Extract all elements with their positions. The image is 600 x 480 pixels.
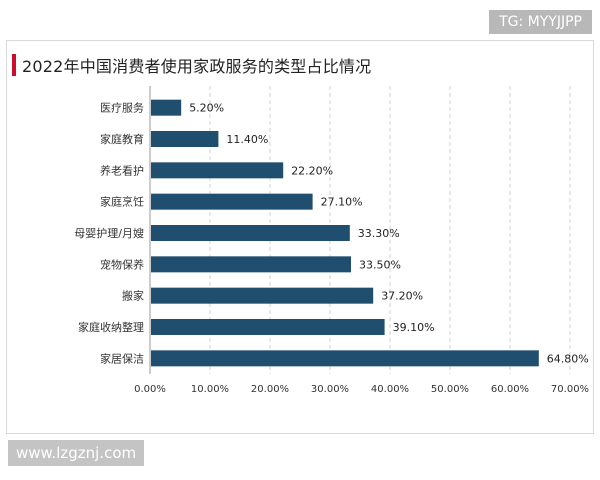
- watermark-bottom: www.lzgznj.com: [8, 440, 145, 466]
- x-tick-label: 70.00%: [551, 384, 589, 395]
- bar: [151, 131, 219, 147]
- value-label: 39.10%: [393, 321, 435, 334]
- category-label: 搬家: [122, 289, 144, 303]
- x-tick-label: 60.00%: [491, 384, 529, 395]
- category-label: 家庭收纳整理: [78, 320, 144, 334]
- category-label: 医疗服务: [100, 101, 144, 115]
- chart-title: 2022年中国消费者使用家政服务的类型占比情况: [22, 57, 372, 76]
- category-label: 家庭烹饪: [100, 195, 144, 209]
- title-accent-bar: [12, 54, 16, 76]
- x-tick-label: 20.00%: [251, 384, 289, 395]
- bar: [151, 193, 313, 210]
- x-tick-label: 50.00%: [431, 384, 469, 395]
- category-label: 家居保洁: [100, 351, 144, 365]
- category-label: 母婴护理/月嫂: [74, 226, 144, 240]
- value-label: 11.40%: [226, 133, 268, 146]
- x-tick-label: 30.00%: [311, 384, 349, 395]
- x-tick-label: 40.00%: [371, 384, 409, 395]
- value-label: 33.50%: [359, 258, 401, 271]
- bar: [151, 287, 374, 304]
- value-label: 64.80%: [547, 352, 589, 365]
- bar: [151, 162, 284, 179]
- category-label: 养老看护: [100, 163, 144, 177]
- x-tick-label: 10.00%: [191, 384, 229, 395]
- value-label: 22.20%: [291, 164, 333, 177]
- bar: [151, 319, 385, 335]
- bar: [151, 225, 350, 241]
- bar: [151, 256, 351, 273]
- x-tick-label: 0.00%: [134, 384, 166, 395]
- value-label: 5.20%: [189, 102, 224, 115]
- category-label: 宠物保养: [100, 257, 144, 271]
- value-label: 37.20%: [381, 290, 423, 303]
- bar: [151, 350, 539, 367]
- bar: [151, 99, 182, 116]
- value-label: 33.30%: [358, 227, 400, 240]
- watermark-top: TG: MYYJJPP: [489, 10, 592, 34]
- category-label: 家庭教育: [100, 132, 144, 146]
- value-label: 27.10%: [321, 196, 363, 209]
